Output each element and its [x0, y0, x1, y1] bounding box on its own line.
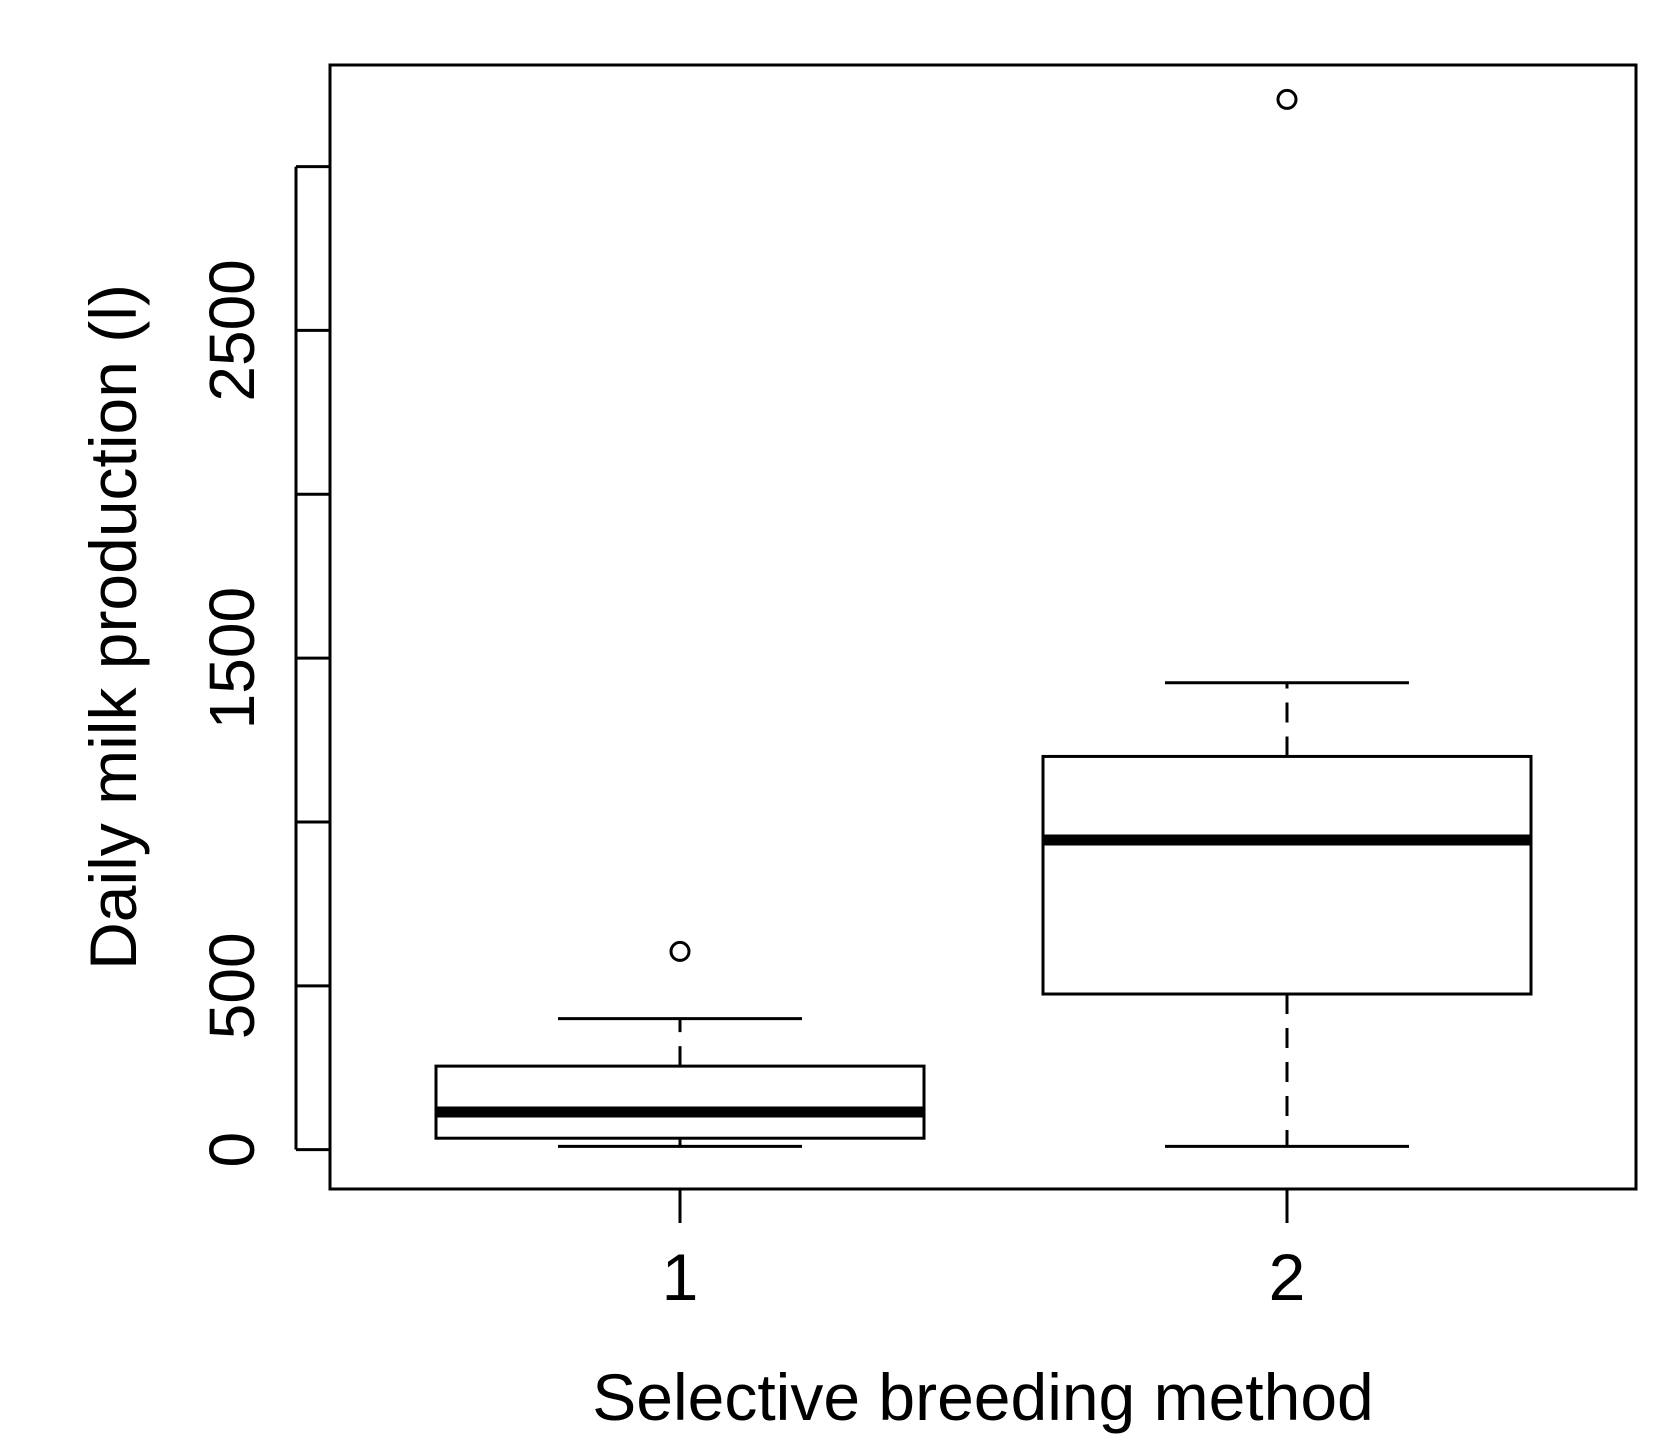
x-tick-label-2: 2 [1269, 1240, 1306, 1314]
box-2-group [1041, 88, 1533, 1148]
box-1-outlier-0 [669, 940, 691, 962]
y-tick-label-500: 500 [196, 932, 268, 1039]
box-1-iqr [434, 1064, 926, 1140]
x-axis-label: Selective breeding method [592, 1360, 1374, 1434]
y-tick-label-1500: 1500 [196, 587, 268, 729]
box-2-outlier-0 [1276, 88, 1298, 110]
box-2-iqr [1041, 754, 1533, 996]
plot-frame [328, 63, 1638, 1191]
boxes-group [434, 88, 1533, 1148]
box-1-group [434, 940, 926, 1148]
x-tick-label-1: 1 [662, 1240, 699, 1314]
y-tick-label-2500: 2500 [196, 259, 268, 401]
y-axis: 0 500 1500 2500 [196, 165, 330, 1168]
y-tick-label-0: 0 [196, 1132, 268, 1168]
y-axis-label: Daily milk production (l) [76, 284, 150, 970]
